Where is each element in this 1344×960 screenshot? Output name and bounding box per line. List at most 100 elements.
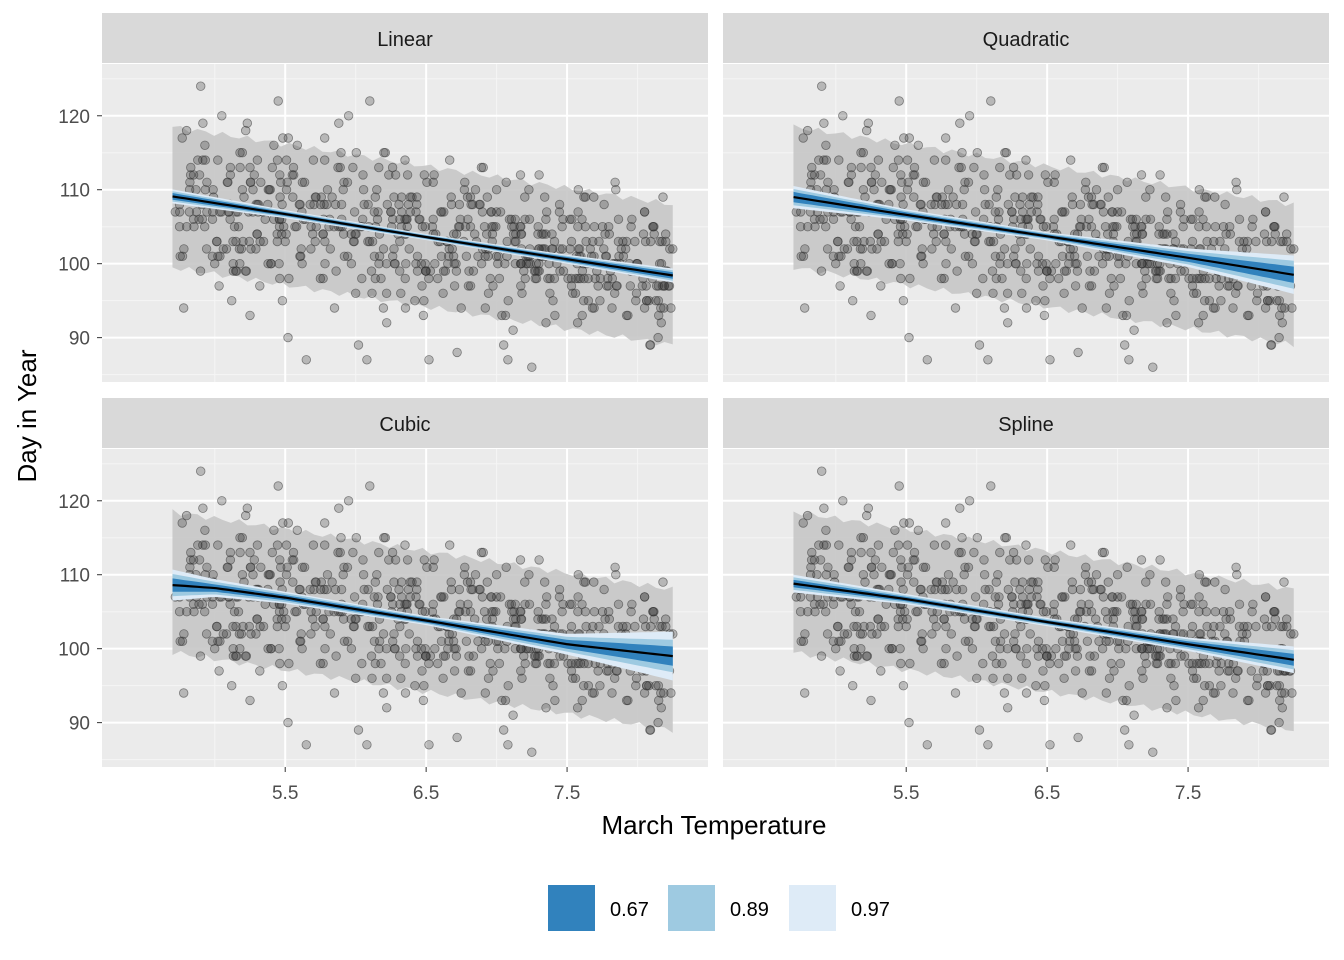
data-point (645, 621, 656, 632)
data-point (815, 170, 826, 180)
data-point (1252, 288, 1263, 299)
data-point (419, 170, 430, 180)
data-point (239, 192, 249, 202)
data-point (256, 177, 266, 188)
data-point (1210, 221, 1221, 232)
data-point (1053, 658, 1064, 669)
x-tick-label: 5.5 (893, 783, 919, 804)
data-point (1065, 155, 1076, 165)
data-point (415, 214, 425, 225)
data-point (1194, 207, 1204, 217)
data-point (255, 281, 265, 291)
data-point (446, 192, 456, 202)
data-point (1109, 281, 1119, 291)
data-point (1101, 688, 1112, 698)
data-point (983, 355, 993, 365)
data-point (659, 688, 669, 698)
data-point (661, 229, 671, 239)
data-point (1104, 288, 1115, 299)
data-point (579, 577, 589, 587)
data-point (468, 266, 479, 276)
data-point (913, 525, 924, 536)
data-point (381, 673, 392, 684)
data-point (251, 244, 261, 254)
data-point (329, 303, 340, 313)
data-point (969, 162, 979, 173)
data-point (245, 547, 255, 558)
data-point (884, 259, 894, 269)
data-point (248, 570, 258, 580)
data-point (873, 614, 883, 624)
data-point (954, 162, 964, 173)
data-point (1184, 273, 1194, 284)
data-point (494, 658, 505, 669)
data-point (658, 577, 668, 587)
data-point (417, 666, 427, 676)
data-point (1175, 592, 1186, 602)
data-point (200, 540, 211, 550)
data-point (834, 155, 844, 165)
data-point (1040, 681, 1050, 691)
data-point (266, 259, 276, 269)
data-point (822, 629, 833, 639)
data-point (939, 229, 949, 239)
data-point (1164, 273, 1174, 284)
data-point (1193, 318, 1204, 328)
data-point (641, 296, 652, 306)
data-point (916, 199, 926, 210)
data-point (1286, 244, 1296, 254)
data-point (228, 651, 239, 661)
data-point (557, 244, 568, 254)
data-point (470, 184, 481, 195)
data-point (275, 273, 285, 284)
data-point (1274, 332, 1284, 343)
data-point (289, 170, 299, 180)
data-point (661, 621, 671, 632)
data-point (630, 621, 640, 632)
data-point (856, 547, 866, 558)
data-point (1194, 592, 1204, 602)
data-point (430, 644, 440, 654)
data-point (909, 162, 920, 173)
data-point (503, 296, 513, 306)
data-point (904, 133, 915, 143)
data-point (309, 199, 319, 210)
data-point (639, 207, 650, 217)
data-point (483, 251, 493, 261)
data-point (201, 244, 212, 254)
data-point (990, 251, 1001, 261)
data-point (1038, 281, 1048, 291)
data-point (378, 688, 389, 698)
data-point (1248, 599, 1258, 610)
data-point (1137, 281, 1147, 291)
data-point (910, 170, 920, 180)
data-point (895, 644, 905, 654)
data-point (1210, 688, 1220, 698)
data-point (246, 629, 256, 639)
data-point (896, 192, 906, 202)
data-point (235, 533, 245, 543)
data-point (1188, 288, 1199, 299)
data-point (902, 614, 912, 624)
data-point (893, 540, 904, 550)
data-point (1137, 259, 1147, 269)
data-point (1026, 592, 1037, 602)
data-point (957, 533, 967, 543)
data-point (1231, 177, 1241, 188)
data-point (613, 214, 624, 225)
data-point (373, 592, 383, 602)
data-point (900, 221, 910, 232)
data-point (1195, 629, 1206, 639)
data-point (1009, 251, 1019, 261)
data-point (1262, 296, 1273, 306)
data-point (653, 296, 664, 306)
data-point (927, 244, 937, 254)
data-point (810, 221, 820, 232)
data-point (1042, 651, 1052, 661)
data-point (843, 562, 854, 573)
data-point (1033, 192, 1043, 202)
data-point (589, 607, 600, 617)
data-point (602, 281, 612, 291)
data-point (872, 244, 882, 254)
y-tick-label: 110 (60, 181, 90, 202)
